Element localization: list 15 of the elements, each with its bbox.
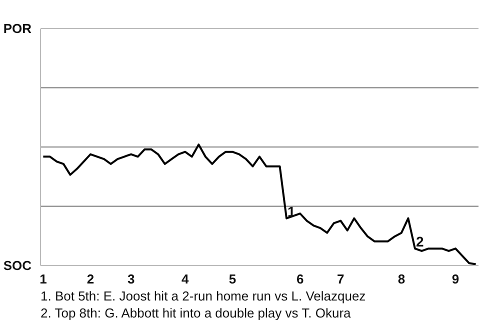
x-tick-label: 3 [127, 272, 135, 286]
annotation: 1 [288, 203, 296, 220]
x-tick-label: 5 [228, 272, 236, 286]
x-tick-label: 8 [398, 272, 406, 286]
text: SOC [3, 258, 32, 273]
text: 2. Top 8th: G. Abbott hit into a double play vs T. Okura [40, 306, 352, 320]
x-tick-label: 9 [452, 272, 460, 286]
x-tick-label: 7 [336, 272, 344, 286]
text: 1. Bot 5th: E. Joost hit a 2-run home run vs L. Velazquez [40, 288, 366, 304]
x-tick-label: 4 [182, 272, 190, 286]
x-tick-label: 6 [296, 272, 304, 286]
text: POR [3, 21, 32, 36]
x-tick-label: 1 [40, 272, 47, 286]
annotation: 2 [416, 234, 424, 250]
x-tick-label: 2 [86, 272, 94, 286]
